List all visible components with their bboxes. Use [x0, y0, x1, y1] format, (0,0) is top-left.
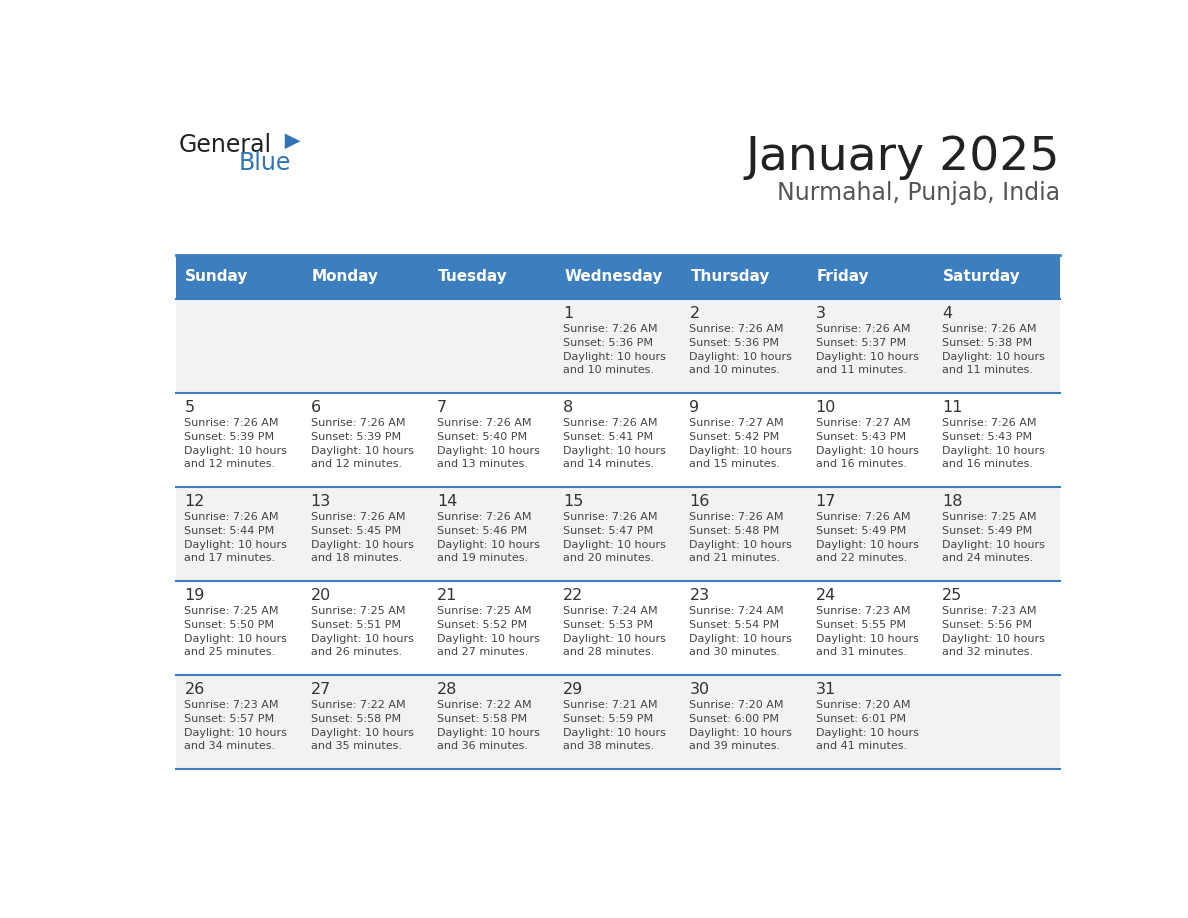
Text: Sunrise: 7:26 AM
Sunset: 5:48 PM
Daylight: 10 hours
and 21 minutes.: Sunrise: 7:26 AM Sunset: 5:48 PM Dayligh… [689, 512, 792, 563]
Text: 24: 24 [816, 588, 836, 603]
Text: 19: 19 [184, 588, 204, 603]
Text: 26: 26 [184, 682, 204, 697]
Text: Sunrise: 7:26 AM
Sunset: 5:36 PM
Daylight: 10 hours
and 10 minutes.: Sunrise: 7:26 AM Sunset: 5:36 PM Dayligh… [689, 324, 792, 375]
Text: Sunrise: 7:20 AM
Sunset: 6:00 PM
Daylight: 10 hours
and 39 minutes.: Sunrise: 7:20 AM Sunset: 6:00 PM Dayligh… [689, 700, 792, 751]
Text: Sunrise: 7:24 AM
Sunset: 5:54 PM
Daylight: 10 hours
and 30 minutes.: Sunrise: 7:24 AM Sunset: 5:54 PM Dayligh… [689, 607, 792, 657]
Text: Sunrise: 7:23 AM
Sunset: 5:56 PM
Daylight: 10 hours
and 32 minutes.: Sunrise: 7:23 AM Sunset: 5:56 PM Dayligh… [942, 607, 1045, 657]
Text: Sunrise: 7:27 AM
Sunset: 5:42 PM
Daylight: 10 hours
and 15 minutes.: Sunrise: 7:27 AM Sunset: 5:42 PM Dayligh… [689, 419, 792, 469]
Text: 9: 9 [689, 400, 700, 415]
Text: Sunrise: 7:24 AM
Sunset: 5:53 PM
Daylight: 10 hours
and 28 minutes.: Sunrise: 7:24 AM Sunset: 5:53 PM Dayligh… [563, 607, 666, 657]
Text: 8: 8 [563, 400, 574, 415]
Text: Sunrise: 7:27 AM
Sunset: 5:43 PM
Daylight: 10 hours
and 16 minutes.: Sunrise: 7:27 AM Sunset: 5:43 PM Dayligh… [816, 419, 918, 469]
Text: 6: 6 [311, 400, 321, 415]
Text: 5: 5 [184, 400, 195, 415]
Bar [176, 393, 1060, 487]
Text: 25: 25 [942, 588, 962, 603]
Text: 12: 12 [184, 494, 204, 509]
Text: Blue: Blue [239, 151, 291, 175]
Text: Sunrise: 7:25 AM
Sunset: 5:49 PM
Daylight: 10 hours
and 24 minutes.: Sunrise: 7:25 AM Sunset: 5:49 PM Dayligh… [942, 512, 1045, 563]
Bar [176, 487, 1060, 581]
Text: 30: 30 [689, 682, 709, 697]
Text: 18: 18 [942, 494, 962, 509]
Text: Sunrise: 7:26 AM
Sunset: 5:40 PM
Daylight: 10 hours
and 13 minutes.: Sunrise: 7:26 AM Sunset: 5:40 PM Dayligh… [437, 419, 539, 469]
Text: Monday: Monday [311, 270, 379, 285]
Text: Sunrise: 7:26 AM
Sunset: 5:38 PM
Daylight: 10 hours
and 11 minutes.: Sunrise: 7:26 AM Sunset: 5:38 PM Dayligh… [942, 324, 1045, 375]
Text: January 2025: January 2025 [746, 135, 1060, 180]
Text: Sunrise: 7:26 AM
Sunset: 5:47 PM
Daylight: 10 hours
and 20 minutes.: Sunrise: 7:26 AM Sunset: 5:47 PM Dayligh… [563, 512, 666, 563]
Text: 21: 21 [437, 588, 457, 603]
Text: General: General [179, 133, 272, 157]
Text: Sunrise: 7:26 AM
Sunset: 5:43 PM
Daylight: 10 hours
and 16 minutes.: Sunrise: 7:26 AM Sunset: 5:43 PM Dayligh… [942, 419, 1045, 469]
Text: Sunrise: 7:26 AM
Sunset: 5:39 PM
Daylight: 10 hours
and 12 minutes.: Sunrise: 7:26 AM Sunset: 5:39 PM Dayligh… [184, 419, 287, 469]
Polygon shape [285, 133, 301, 149]
Text: Sunrise: 7:26 AM
Sunset: 5:46 PM
Daylight: 10 hours
and 19 minutes.: Sunrise: 7:26 AM Sunset: 5:46 PM Dayligh… [437, 512, 539, 563]
Text: Friday: Friday [816, 270, 870, 285]
Text: 4: 4 [942, 306, 952, 321]
Bar [176, 675, 1060, 769]
Text: Wednesday: Wednesday [564, 270, 663, 285]
Text: 13: 13 [311, 494, 331, 509]
Text: Sunrise: 7:25 AM
Sunset: 5:50 PM
Daylight: 10 hours
and 25 minutes.: Sunrise: 7:25 AM Sunset: 5:50 PM Dayligh… [184, 607, 287, 657]
Text: 23: 23 [689, 588, 709, 603]
Text: 3: 3 [816, 306, 826, 321]
Text: 15: 15 [563, 494, 583, 509]
Text: Sunrise: 7:25 AM
Sunset: 5:51 PM
Daylight: 10 hours
and 26 minutes.: Sunrise: 7:25 AM Sunset: 5:51 PM Dayligh… [311, 607, 413, 657]
Text: 7: 7 [437, 400, 447, 415]
Text: 14: 14 [437, 494, 457, 509]
Text: Sunrise: 7:26 AM
Sunset: 5:49 PM
Daylight: 10 hours
and 22 minutes.: Sunrise: 7:26 AM Sunset: 5:49 PM Dayligh… [816, 512, 918, 563]
Text: Thursday: Thursday [690, 270, 770, 285]
Text: Sunrise: 7:26 AM
Sunset: 5:41 PM
Daylight: 10 hours
and 14 minutes.: Sunrise: 7:26 AM Sunset: 5:41 PM Dayligh… [563, 419, 666, 469]
Text: 2: 2 [689, 306, 700, 321]
Text: 17: 17 [816, 494, 836, 509]
Text: Nurmahal, Punjab, India: Nurmahal, Punjab, India [777, 181, 1060, 205]
Text: 1: 1 [563, 306, 574, 321]
Text: 29: 29 [563, 682, 583, 697]
Text: 10: 10 [816, 400, 836, 415]
Text: 31: 31 [816, 682, 836, 697]
Text: 16: 16 [689, 494, 710, 509]
Text: Sunrise: 7:26 AM
Sunset: 5:36 PM
Daylight: 10 hours
and 10 minutes.: Sunrise: 7:26 AM Sunset: 5:36 PM Dayligh… [563, 324, 666, 375]
Text: Sunrise: 7:23 AM
Sunset: 5:55 PM
Daylight: 10 hours
and 31 minutes.: Sunrise: 7:23 AM Sunset: 5:55 PM Dayligh… [816, 607, 918, 657]
Text: Sunrise: 7:21 AM
Sunset: 5:59 PM
Daylight: 10 hours
and 38 minutes.: Sunrise: 7:21 AM Sunset: 5:59 PM Dayligh… [563, 700, 666, 751]
Text: 11: 11 [942, 400, 962, 415]
Text: 20: 20 [311, 588, 331, 603]
Bar [176, 581, 1060, 675]
Text: Sunrise: 7:26 AM
Sunset: 5:44 PM
Daylight: 10 hours
and 17 minutes.: Sunrise: 7:26 AM Sunset: 5:44 PM Dayligh… [184, 512, 287, 563]
Text: 27: 27 [311, 682, 331, 697]
Text: Sunrise: 7:20 AM
Sunset: 6:01 PM
Daylight: 10 hours
and 41 minutes.: Sunrise: 7:20 AM Sunset: 6:01 PM Dayligh… [816, 700, 918, 751]
Text: 28: 28 [437, 682, 457, 697]
Text: Sunrise: 7:23 AM
Sunset: 5:57 PM
Daylight: 10 hours
and 34 minutes.: Sunrise: 7:23 AM Sunset: 5:57 PM Dayligh… [184, 700, 287, 751]
Bar [176, 299, 1060, 393]
Bar [176, 255, 1060, 299]
Text: Sunday: Sunday [185, 270, 248, 285]
Text: Sunrise: 7:26 AM
Sunset: 5:45 PM
Daylight: 10 hours
and 18 minutes.: Sunrise: 7:26 AM Sunset: 5:45 PM Dayligh… [311, 512, 413, 563]
Text: Sunrise: 7:22 AM
Sunset: 5:58 PM
Daylight: 10 hours
and 36 minutes.: Sunrise: 7:22 AM Sunset: 5:58 PM Dayligh… [437, 700, 539, 751]
Text: Sunrise: 7:25 AM
Sunset: 5:52 PM
Daylight: 10 hours
and 27 minutes.: Sunrise: 7:25 AM Sunset: 5:52 PM Dayligh… [437, 607, 539, 657]
Text: Tuesday: Tuesday [438, 270, 507, 285]
Text: Sunrise: 7:26 AM
Sunset: 5:37 PM
Daylight: 10 hours
and 11 minutes.: Sunrise: 7:26 AM Sunset: 5:37 PM Dayligh… [816, 324, 918, 375]
Text: Sunrise: 7:22 AM
Sunset: 5:58 PM
Daylight: 10 hours
and 35 minutes.: Sunrise: 7:22 AM Sunset: 5:58 PM Dayligh… [311, 700, 413, 751]
Text: Saturday: Saturday [943, 270, 1020, 285]
Text: Sunrise: 7:26 AM
Sunset: 5:39 PM
Daylight: 10 hours
and 12 minutes.: Sunrise: 7:26 AM Sunset: 5:39 PM Dayligh… [311, 419, 413, 469]
Text: 22: 22 [563, 588, 583, 603]
